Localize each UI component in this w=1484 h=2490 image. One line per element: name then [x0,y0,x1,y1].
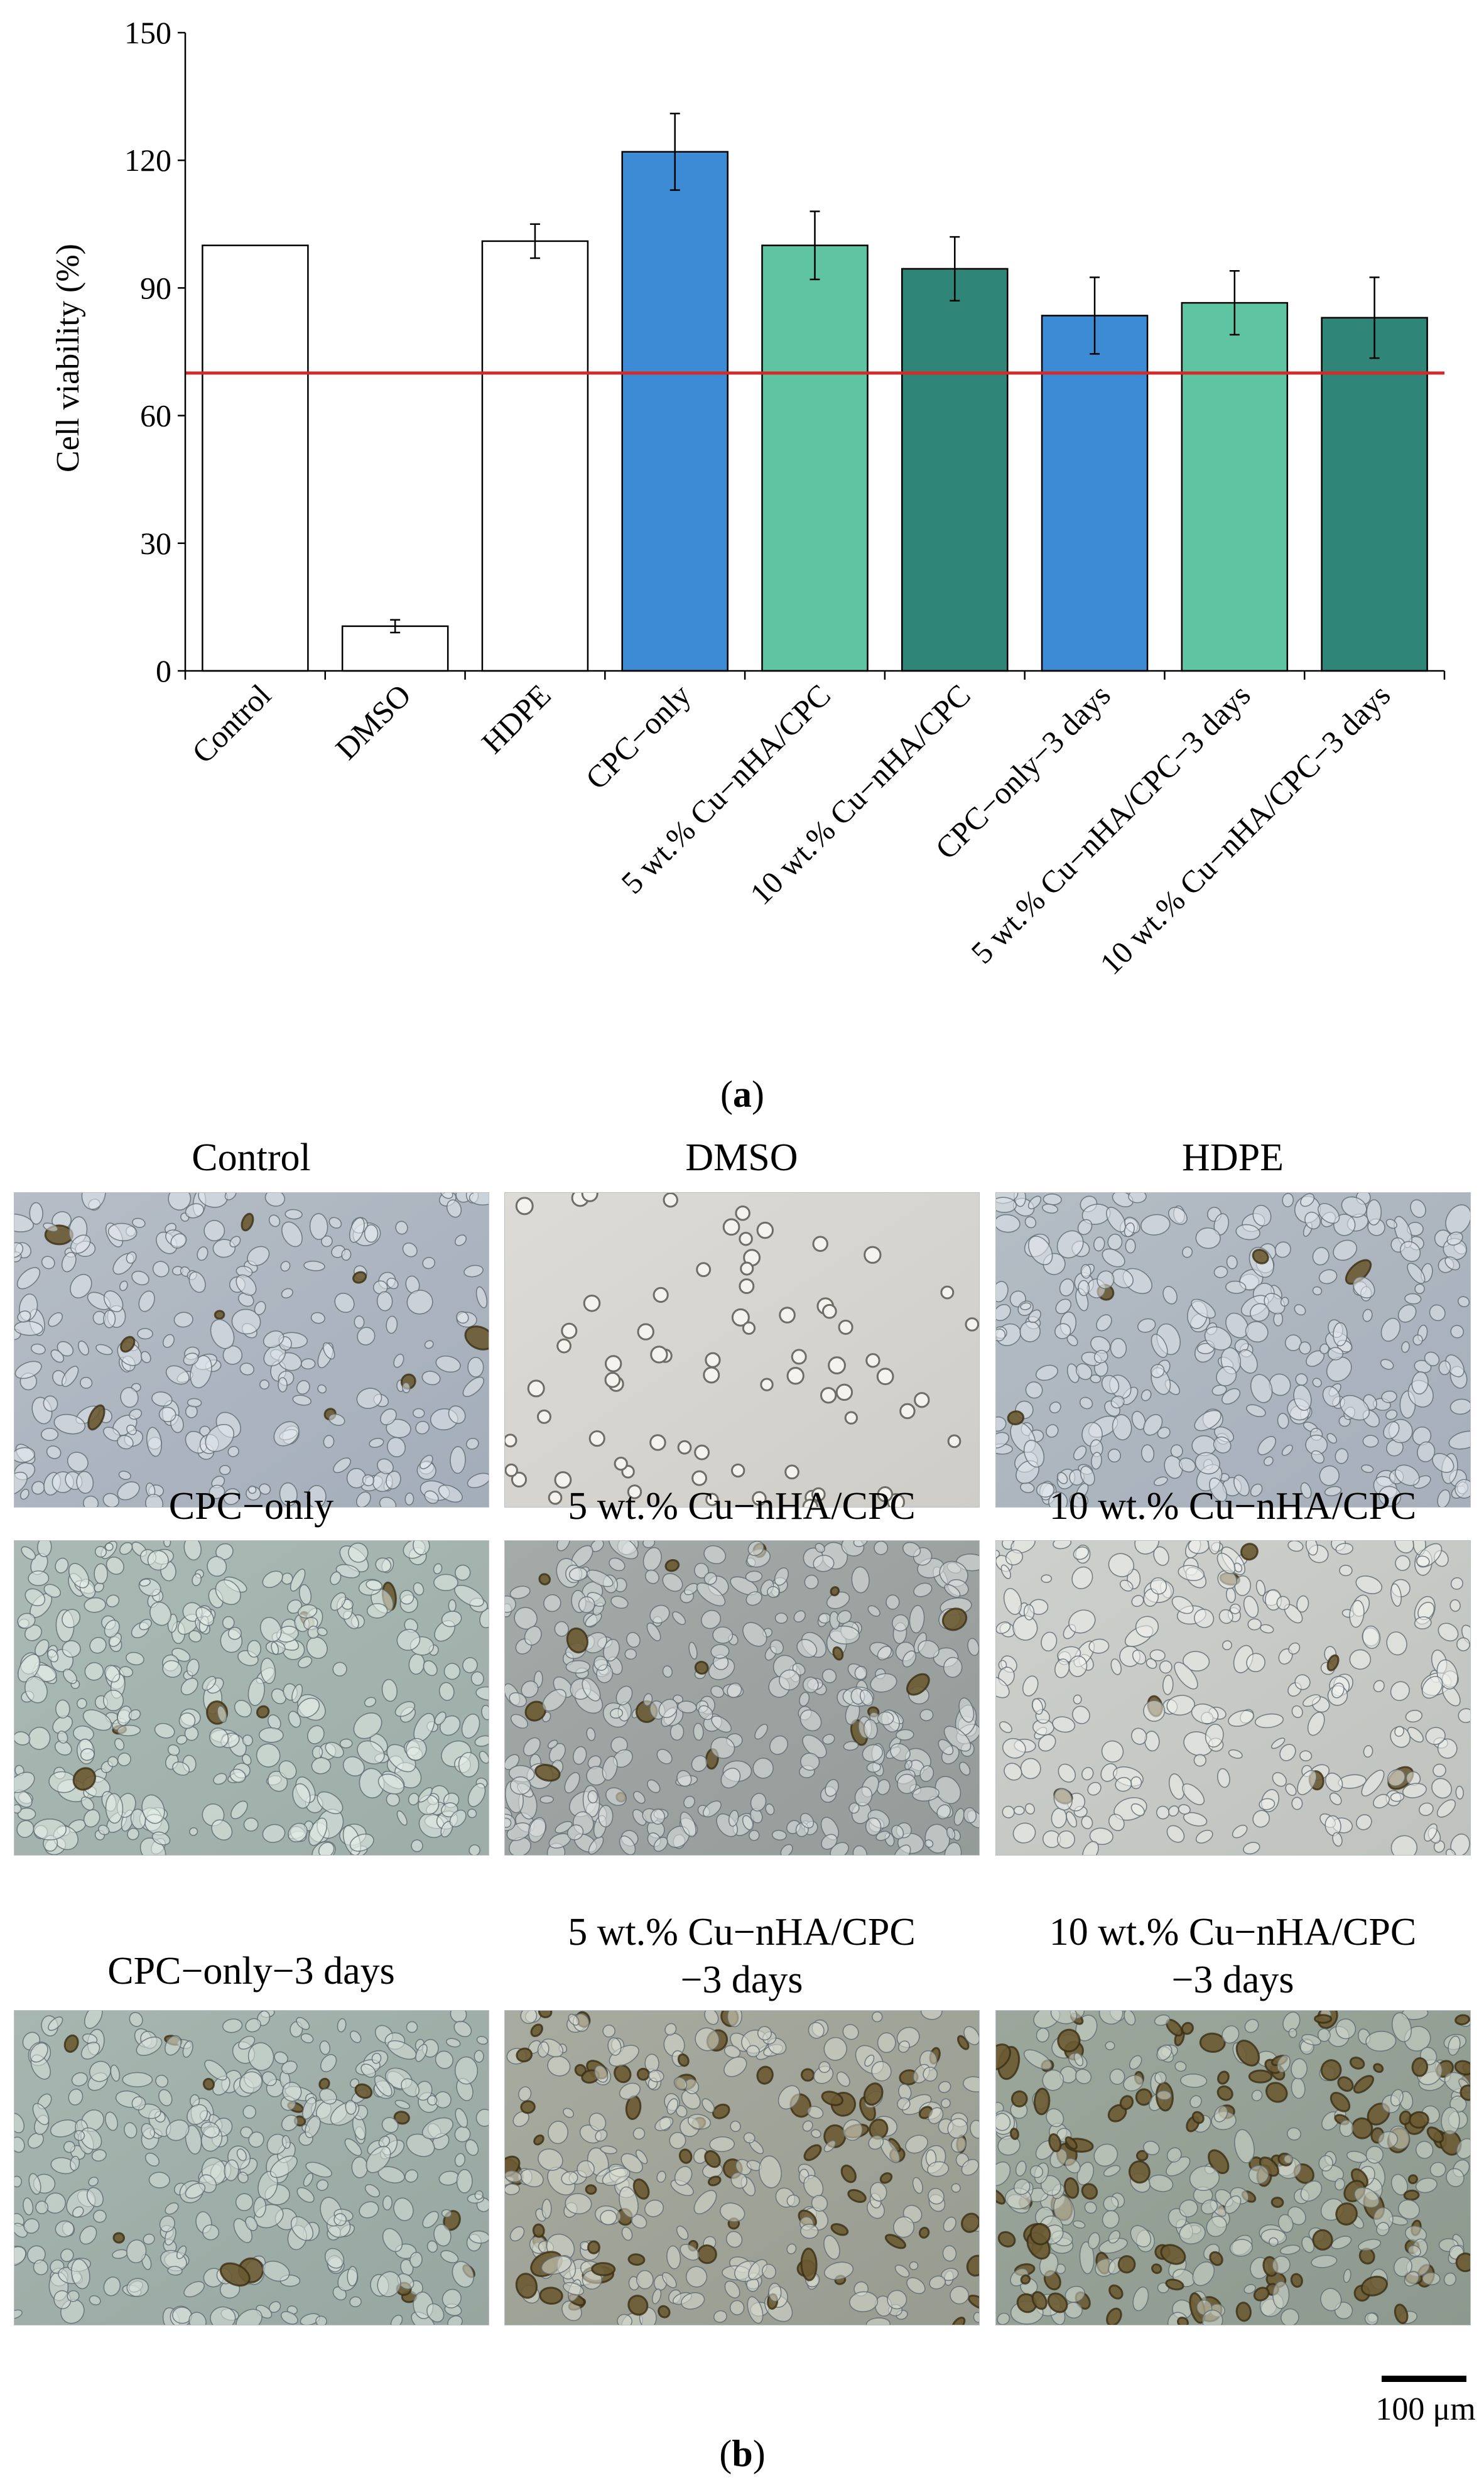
panel-b-label: (b) [719,2433,766,2474]
micrograph-image-1 [14,1192,489,1508]
x-tick-label-9: 10 wt.% Cu−nHA/CPC−3 days [1093,677,1397,981]
x-tick-label-4: CPC−only [578,677,697,796]
bar-4 [621,151,728,672]
bar-7 [1041,315,1149,672]
micrograph-texture-8 [505,2011,979,2325]
y-tick-label-60: 60 [140,398,171,433]
micrograph-image-6 [995,1540,1471,1856]
cell-viability-chart: 0 30 60 90 120 150 Control DMSO HDPE CPC−only 5 wt… [50,15,1446,981]
micrograph-texture-7 [14,2011,489,2325]
micrograph-caption-2: DMSO [685,1136,798,1179]
micrograph-image-4 [14,1540,489,1856]
y-tick-label-90: 90 [140,270,171,305]
micrograph-image-8 [504,2010,980,2325]
micrograph-texture-2 [505,1193,979,1507]
micrograph-caption-1: Control [192,1136,311,1179]
micrograph-texture-3 [996,1193,1470,1507]
micrograph-caption-5: 5 wt.% Cu−nHA/CPC [568,1485,916,1528]
y-axis-label: Cell viability (%) [50,244,86,472]
micrograph-caption-4: CPC−only [168,1485,334,1528]
x-tick-label-2: DMSO [328,677,418,766]
bar-9 [1321,317,1428,672]
x-tick-label-8: 5 wt.% Cu−nHA/CPC−3 days [964,677,1257,970]
micrograph-texture-4 [14,1541,489,1855]
micrograph-image-3 [995,1192,1471,1508]
y-tick-label-120: 120 [124,143,171,178]
panel-a-label: (a) [720,1074,764,1115]
y-tick-label-0: 0 [156,653,171,688]
bar-5 [761,244,869,672]
micrograph-image-7 [14,2010,489,2325]
micrograph-image-2 [504,1192,980,1508]
micrograph-texture-6 [996,1541,1470,1855]
bar-2 [341,625,449,672]
micrograph-caption-8: 5 wt.% Cu−nHA/CPC −3 days [568,1911,916,2001]
micrograph-caption-6: 10 wt.% Cu−nHA/CPC [1049,1485,1417,1528]
micrograph-caption-7: CPC−only−3 days [107,1950,395,1993]
y-tick-label-150: 150 [124,15,171,50]
micrograph-caption-9: 10 wt.% Cu−nHA/CPC −3 days [1049,1911,1417,2001]
scale-bar [1382,2376,1466,2382]
micrograph-texture-5 [505,1541,979,1855]
micrograph-texture-9 [996,2011,1470,2325]
bars-layer [185,112,1444,672]
bar-1 [202,244,309,672]
scale-bar-label: 100 μm [1375,2391,1476,2427]
micrograph-image-9 [995,2010,1471,2325]
bar-6 [901,268,1009,672]
micrograph-texture-1 [14,1193,489,1507]
bar-8 [1181,302,1289,672]
x-tick-label-3: HDPE [475,677,558,760]
bar-3 [481,240,589,672]
x-tick-label-1: Control [185,677,278,770]
y-tick-label-30: 30 [140,526,171,561]
micrograph-caption-3: HDPE [1182,1136,1284,1179]
micrograph-image-5 [504,1540,980,1856]
